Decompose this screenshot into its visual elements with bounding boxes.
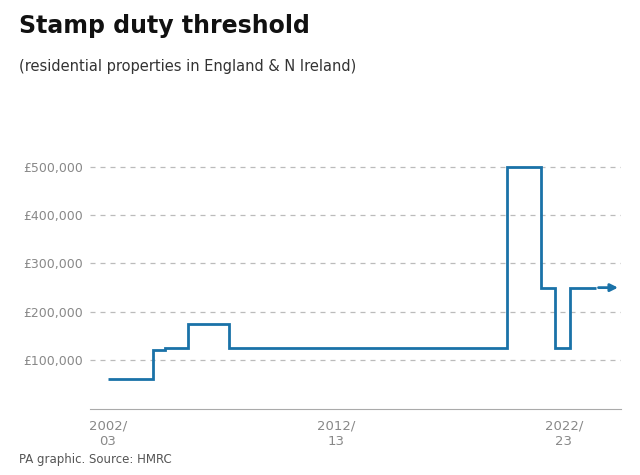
Text: Stamp duty threshold: Stamp duty threshold (19, 14, 310, 38)
Text: (residential properties in England & N Ireland): (residential properties in England & N I… (19, 59, 356, 75)
Text: PA graphic. Source: HMRC: PA graphic. Source: HMRC (19, 453, 172, 465)
